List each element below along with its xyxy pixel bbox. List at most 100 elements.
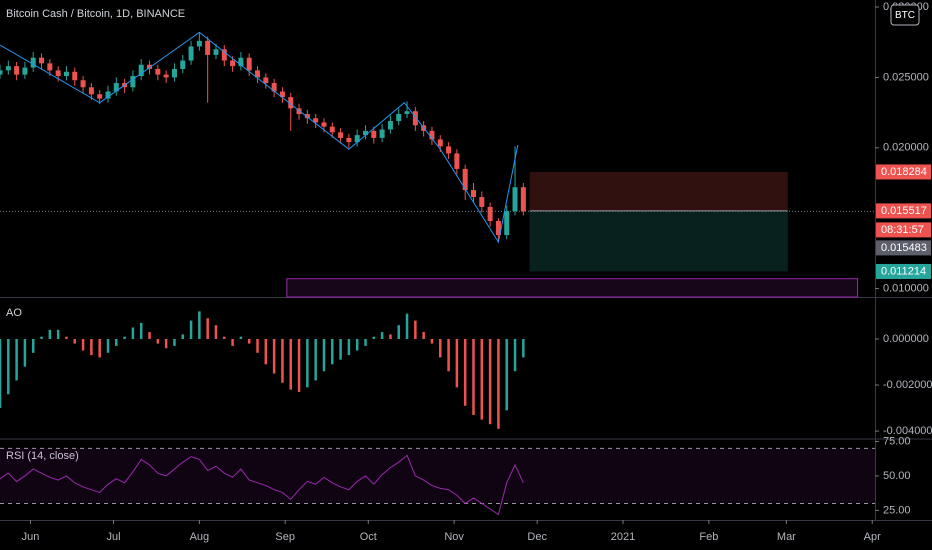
ao-bar: [314, 338, 317, 381]
candle-body: [412, 111, 418, 126]
candle-body: [113, 83, 119, 92]
candle-body: [14, 66, 20, 75]
ao-bar: [355, 338, 359, 351]
ao-bar: [497, 338, 500, 429]
symbol-badge-text: BTC: [895, 10, 915, 21]
ao-bar: [322, 338, 326, 372]
entry-label-bg: [876, 203, 931, 219]
last-price-label: 0.015483: [881, 242, 927, 254]
ao-bar: [223, 336, 226, 339]
y-tick-label: 50.00: [883, 470, 911, 482]
x-tick-label: Jul: [106, 531, 120, 543]
ao-bar: [7, 338, 10, 395]
ao-bar: [23, 338, 27, 367]
ao-bar: [414, 320, 417, 339]
ao-bar: [289, 338, 292, 390]
candle-body: [313, 118, 319, 123]
ao-bar: [380, 332, 384, 339]
y-tick-label: -0.002000: [883, 379, 932, 391]
ao-bar: [405, 313, 409, 339]
ao-bar: [0, 338, 2, 409]
x-tick-label: Feb: [699, 531, 718, 543]
candle-body: [263, 77, 269, 84]
ao-bar: [397, 325, 400, 339]
ao-bar: [214, 325, 218, 339]
candle-body: [63, 71, 69, 77]
candle-body: [97, 94, 103, 99]
candle-body: [155, 68, 161, 75]
candle-body: [504, 211, 510, 236]
ao-bar: [156, 338, 160, 344]
candle-body: [379, 129, 385, 138]
candle-body: [288, 97, 294, 109]
ao-bar: [389, 334, 392, 339]
x-tick-label: Aug: [190, 531, 210, 543]
ao-bar: [173, 338, 176, 346]
stop-label: 0.018284: [881, 166, 927, 178]
ao-bar: [189, 320, 193, 339]
candle-body: [354, 135, 360, 143]
x-tick-label: Oct: [360, 531, 377, 543]
ao-bar: [297, 338, 301, 392]
candle-body: [0, 70, 3, 75]
ao-bar: [306, 338, 309, 388]
candle-body: [321, 122, 327, 127]
ao-title: AO: [6, 307, 22, 319]
x-tick-label: Sep: [275, 531, 295, 543]
ao-bar: [480, 338, 484, 420]
ao-bar: [123, 336, 126, 339]
symbol-badge: [890, 4, 920, 26]
ao-bar: [472, 338, 475, 415]
candle-body: [329, 126, 335, 133]
x-tick-label: Apr: [864, 531, 881, 543]
candle-body: [454, 153, 460, 169]
target-zone: [529, 210, 788, 272]
candle-body: [238, 57, 244, 67]
candle-body: [163, 74, 169, 78]
ao-bar: [40, 336, 43, 339]
ao-bar: [81, 338, 85, 351]
candle-body: [338, 132, 344, 138]
candle-body: [188, 46, 194, 61]
y-tick-label: 0.020000: [883, 142, 929, 154]
candle-body: [279, 91, 285, 98]
ao-bar: [31, 338, 35, 353]
candle-body: [213, 49, 219, 55]
ao-bar: [48, 329, 52, 339]
ao-bar: [513, 338, 517, 372]
candle-body: [221, 49, 227, 61]
candle-body: [130, 76, 136, 88]
candle-body: [255, 70, 261, 78]
ao-bar: [463, 338, 467, 406]
ao-bar: [198, 311, 201, 339]
candle-body: [462, 168, 468, 191]
ao-bar: [65, 336, 68, 339]
zigzag: [0, 31, 519, 244]
candle-body: [39, 57, 45, 64]
candle-body: [437, 139, 443, 147]
y-tick-label: -0.004000: [883, 425, 932, 437]
candle-body: [470, 190, 476, 198]
ao-bar: [430, 338, 434, 344]
candle-body: [446, 146, 452, 154]
ao-bar: [256, 338, 259, 353]
candle-body: [205, 40, 211, 55]
ao-bar: [488, 338, 492, 425]
ao-bar: [505, 338, 508, 411]
entry-label: 0.015517: [881, 205, 927, 217]
ao-bar: [422, 332, 425, 339]
x-tick-label: Dec: [527, 531, 547, 543]
candle-body: [55, 70, 61, 77]
chart-title: Bitcoin Cash / Bitcoin, 1D, BINANCE: [6, 8, 185, 20]
ao-bar: [15, 338, 18, 381]
candle-body: [396, 114, 402, 122]
candle-body: [47, 63, 53, 71]
countdown-label-bg: [876, 222, 931, 238]
target-label: 0.011214: [881, 265, 926, 277]
candle-body: [429, 130, 435, 140]
x-tick-label: 2021: [611, 531, 635, 543]
last-price-label-bg: [876, 240, 931, 256]
y-tick-label: 0.000000: [883, 333, 929, 345]
candle-body: [30, 57, 36, 68]
candle-body: [105, 91, 111, 99]
